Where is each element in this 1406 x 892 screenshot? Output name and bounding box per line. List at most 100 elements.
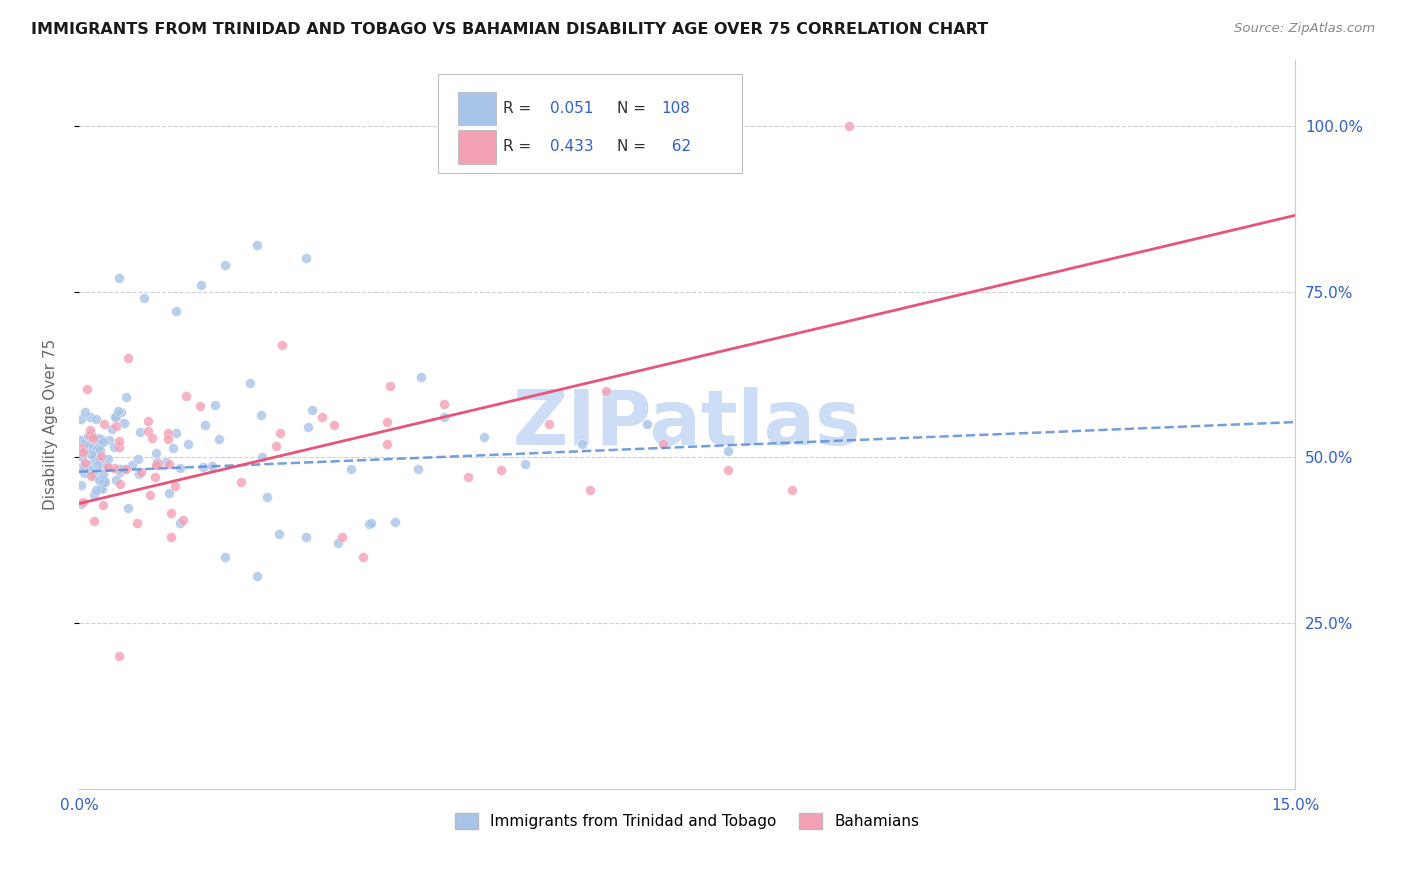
- Point: [121, 458, 143, 472]
- Point: [146, 456, 169, 470]
- Point: [375, 437, 398, 451]
- Point: [90, 482, 112, 496]
- Point: [295, 530, 318, 544]
- Point: [229, 475, 252, 489]
- Point: [79, 410, 101, 425]
- Point: [472, 430, 495, 444]
- Text: 0.433: 0.433: [550, 139, 593, 154]
- Point: [108, 271, 131, 285]
- Point: [651, 437, 673, 451]
- Point: [156, 432, 179, 446]
- Point: [108, 465, 131, 479]
- Point: [86, 483, 108, 497]
- Point: [117, 351, 139, 365]
- Point: [80, 469, 103, 483]
- Point: [131, 465, 153, 479]
- Point: [204, 398, 226, 412]
- Point: [80, 447, 103, 461]
- Point: [103, 440, 125, 454]
- Point: [239, 376, 262, 391]
- Point: [86, 453, 108, 467]
- Point: [91, 467, 114, 482]
- Point: [70, 450, 93, 464]
- Point: [90, 449, 112, 463]
- Text: R =: R =: [503, 139, 537, 154]
- Text: 0.051: 0.051: [550, 101, 593, 116]
- Point: [457, 470, 479, 484]
- Point: [311, 410, 333, 425]
- Point: [269, 426, 291, 441]
- Point: [72, 494, 94, 508]
- Point: [513, 457, 536, 471]
- Point: [190, 277, 212, 292]
- Point: [86, 442, 108, 457]
- Point: [408, 462, 430, 476]
- Point: [115, 390, 138, 404]
- Point: [107, 404, 129, 418]
- Point: [301, 403, 323, 417]
- Point: [252, 450, 274, 464]
- Point: [89, 433, 111, 447]
- Point: [90, 432, 112, 446]
- Point: [352, 549, 374, 564]
- Point: [571, 437, 593, 451]
- Point: [578, 483, 600, 498]
- Point: [91, 435, 114, 450]
- Point: [84, 412, 107, 426]
- Point: [375, 415, 398, 429]
- FancyBboxPatch shape: [458, 130, 496, 163]
- Point: [69, 445, 91, 459]
- Point: [75, 435, 97, 450]
- Point: [80, 427, 103, 442]
- Point: [156, 425, 179, 440]
- Point: [214, 258, 236, 272]
- Point: [409, 370, 432, 384]
- Point: [97, 452, 120, 467]
- Point: [716, 443, 738, 458]
- Text: IMMIGRANTS FROM TRINIDAD AND TOBAGO VS BAHAMIAN DISABILITY AGE OVER 75 CORRELATI: IMMIGRANTS FROM TRINIDAD AND TOBAGO VS B…: [31, 22, 988, 37]
- Point: [70, 412, 93, 426]
- Point: [157, 457, 180, 471]
- Point: [108, 434, 131, 449]
- Point: [76, 439, 98, 453]
- Point: [125, 516, 148, 531]
- Point: [264, 439, 287, 453]
- Point: [384, 515, 406, 529]
- Point: [188, 399, 211, 413]
- Point: [97, 433, 120, 447]
- Point: [141, 431, 163, 445]
- Point: [91, 458, 114, 472]
- Point: [83, 468, 105, 483]
- Point: [169, 516, 191, 531]
- Point: [108, 461, 131, 475]
- Point: [165, 426, 187, 441]
- Point: [108, 477, 131, 491]
- Point: [160, 530, 183, 544]
- Point: [108, 648, 131, 663]
- Point: [69, 441, 91, 455]
- Point: [79, 463, 101, 477]
- Legend: Immigrants from Trinidad and Tobago, Bahamians: Immigrants from Trinidad and Tobago, Bah…: [449, 807, 925, 836]
- Point: [200, 458, 222, 473]
- Point: [256, 490, 278, 504]
- Point: [87, 437, 110, 451]
- Point: [359, 517, 381, 532]
- Point: [172, 513, 194, 527]
- Point: [143, 470, 166, 484]
- Point: [82, 431, 104, 445]
- Point: [246, 569, 269, 583]
- Point: [270, 337, 292, 351]
- Point: [128, 467, 150, 481]
- Point: [129, 425, 152, 439]
- Point: [139, 488, 162, 502]
- Point: [378, 379, 401, 393]
- Point: [155, 455, 177, 469]
- Point: [104, 419, 127, 434]
- Point: [214, 549, 236, 564]
- Point: [77, 458, 100, 472]
- Point: [433, 410, 456, 425]
- FancyBboxPatch shape: [458, 92, 496, 125]
- Point: [328, 536, 350, 550]
- Point: [100, 422, 122, 436]
- Point: [90, 482, 112, 496]
